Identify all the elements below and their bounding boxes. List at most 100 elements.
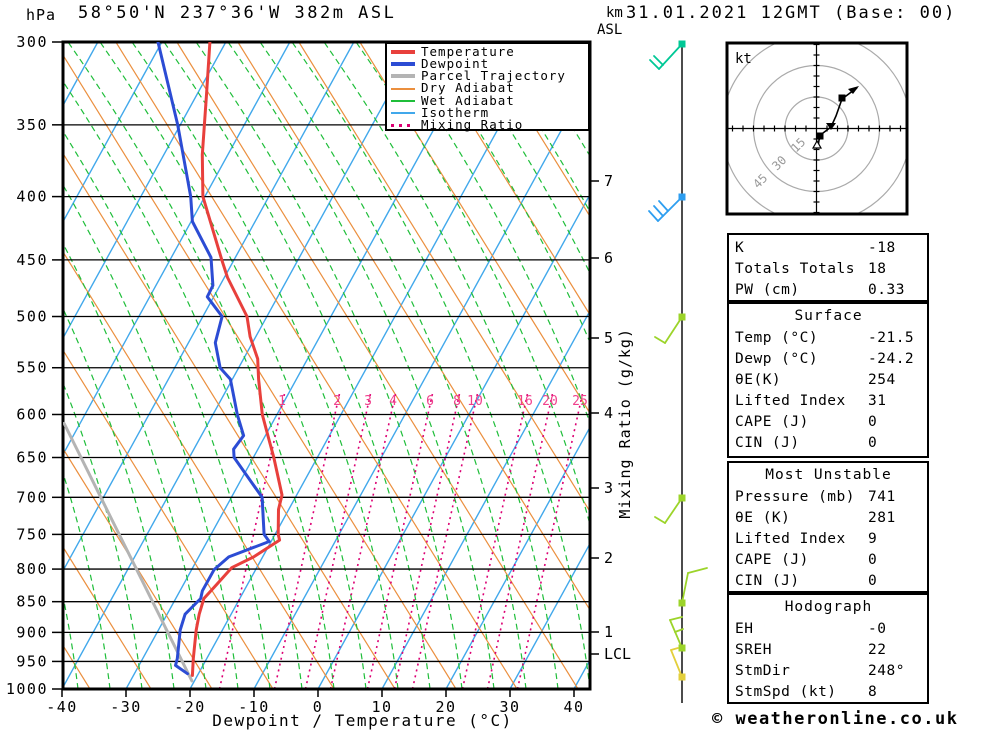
panel-row: θE(K) 254 [735,369,922,390]
stats-panel-surface: Surface Temp (°C) -21.5 Dewp (°C) -24.2 θE(K)… [727,302,929,458]
panel-row-label: K [735,239,745,256]
wind-barb-station-dot [678,673,686,681]
panel-row-value: -24.2 [868,350,915,367]
wind-barb-station-dot [678,313,686,321]
legend-label: Dry Adiabat [421,80,515,96]
hodograph-ring-label: 30 [769,153,789,173]
pressure-tick-label: 900 [16,623,48,641]
dry-adiabat-line [63,545,152,689]
wet-adiabat-line [131,42,399,689]
legend-label: Wet Adiabat [421,92,515,108]
panel-row: Totals Totals 18 [735,258,922,279]
panel-row: Lifted Index 31 [735,390,922,411]
parcel-trajectory-curve [63,421,194,683]
pressure-tick-label: 400 [16,188,48,206]
dry-adiabat-line [420,42,590,316]
wet-adiabat-line [63,242,207,689]
wet-adiabat-line [63,307,175,689]
plot-frame [61,40,592,691]
temperature-axis-label: Dewpoint / Temperature (°C) [212,711,513,730]
wet-adiabat-line [63,80,303,689]
panel-row-value: 0 [868,413,878,430]
km-axis-unit: km [606,5,623,21]
panel-row-value: 0.33 [868,281,905,298]
wet-adiabat-line [63,130,271,689]
panel-row-value: 8 [868,683,878,700]
legend-swatch [391,50,415,55]
hodograph-frame [725,41,909,216]
legend-label: Isotherm [421,104,490,120]
wet-adiabat-line [355,42,590,528]
isotherm-line [125,42,483,689]
panel-row-value: 18 [868,260,887,277]
panel-row: CAPE (J) 0 [735,549,922,570]
hodograph-trace [817,87,858,148]
isotherm-line [509,542,590,689]
temp-tick-label: 0 [313,698,324,716]
isotherm-line [63,42,99,107]
wind-barb [649,40,686,70]
panel-row-label: Totals Totals [735,260,855,277]
legend: Temperature Dewpoint Parcel Trajectory Dry … [385,42,590,131]
wind-barb [654,494,686,524]
mixing-ratio-value-label: 10 [467,394,483,409]
panel-row: CAPE (J) 0 [735,411,922,432]
pressure-tick-label: 950 [16,652,48,670]
wind-barb-station-dot [678,40,686,48]
temp-tick-label: -20 [174,698,206,716]
legend-swatch [391,99,415,102]
pressure-tick-label: 800 [16,560,48,578]
mixing-ratio-value-label: 16 [517,394,533,409]
panel-row-value: 31 [868,392,887,409]
panel-row-value: 22 [868,641,887,658]
panel-row-label: Lifted Index [735,392,846,409]
dry-adiabat-line [63,152,396,689]
panel-row-value: 741 [868,488,896,505]
panel-row-value: 248° [868,662,905,679]
panel-row-label: Dewp (°C) [735,350,819,367]
wind-barb-station-dot [678,599,686,607]
km-tick-label: 2 [604,549,613,567]
pressure-tick-label: 350 [16,116,48,134]
km-tick-label: 5 [604,329,613,347]
km-tick-label: 7 [604,172,613,190]
panel-row-label: Pressure (mb) [735,488,855,505]
hodograph-marker-square [838,94,846,102]
legend-swatch [391,62,415,67]
isotherm-line [189,42,547,689]
wet-adiabat-line [63,183,239,689]
dewpoint-curve [156,42,271,676]
stats-panel-hodograph: Hodograph EH -0 SREH 22 StmDir 248° StmSpd (kt)… [727,593,929,704]
mixing-ratio-value-label: 4 [389,394,397,409]
lcl-label: LCL [604,645,631,663]
dry-adiabat-line [359,42,590,415]
temp-tick-label: 30 [499,698,520,716]
mixing-ratio-line [304,391,372,689]
wet-adiabat-line [227,42,495,689]
isotherm-line [63,42,419,689]
legend-label: Mixing Ratio [421,116,524,132]
pressure-tick-label: 550 [16,359,48,377]
panel-row-label: Lifted Index [735,530,846,547]
temp-tick-label: -30 [110,698,142,716]
temp-tick-label: 40 [563,698,584,716]
mixing-ratio-line [273,391,341,689]
isotherm-line [253,76,590,689]
mixing-ratio-line [411,391,479,689]
wind-barb [648,193,686,222]
wet-adiabat-line [163,42,431,689]
mixing-ratio-value-label: 3 [364,394,372,409]
mixing-ratio-line [218,391,286,689]
panel-row: SREH 22 [735,639,922,660]
panel-row-value: -18 [868,239,896,256]
dry-adiabat-line [176,42,579,689]
wet-adiabat-line [483,42,590,214]
mixing-ratio-line [461,391,529,689]
mixing-ratio-line [329,391,397,689]
mixing-ratio-value-label: 1 [278,394,286,409]
panel-row: CIN (J) 0 [735,432,922,453]
wet-adiabat-line [387,42,590,425]
pressure-tick-label: 700 [16,488,48,506]
station-title: 58°50'N 237°36'W 382m ASL [78,3,397,23]
